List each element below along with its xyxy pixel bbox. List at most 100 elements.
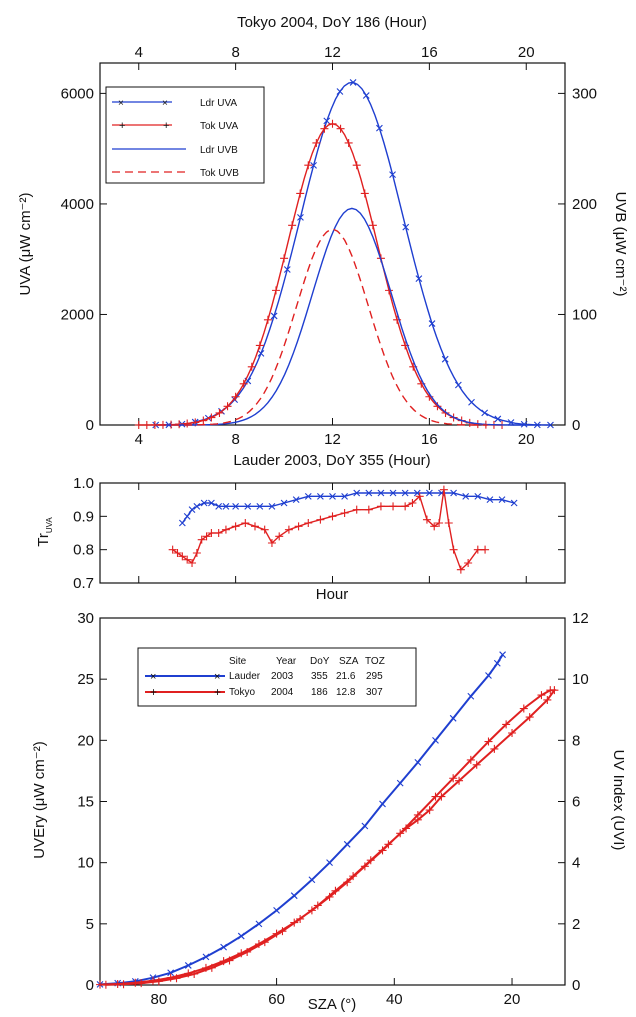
uvery-point-tokyo (502, 720, 511, 729)
series-line-tok-uva (138, 123, 502, 426)
tr-point-tokyo (188, 559, 197, 567)
legend-lauder-year: 2003 (271, 671, 294, 682)
tr-point-tokyo (260, 525, 269, 534)
tr-point-tokyo (481, 545, 490, 554)
tr-point-lauder (425, 489, 433, 497)
uvery-point-lauder (396, 779, 404, 787)
bottom-y-left-tick-label-30: 30 (77, 610, 94, 627)
top-secondary-x-tick-label-20: 20 (518, 44, 535, 61)
series-point-ldr-uva (349, 79, 357, 86)
top-y-left-tick-label-4000: 4000 (61, 196, 94, 213)
tr-point-tokyo (221, 525, 230, 534)
legend-tok-uva-marker-left: + (119, 120, 125, 132)
middle-plot-frame (99, 482, 566, 584)
tr-point-tokyo (352, 505, 361, 514)
uvery-point-tokyo (313, 901, 322, 910)
series-line-ldr-uvb (163, 207, 541, 426)
legend-ldr-uvb-label: Ldr UVB (200, 145, 238, 156)
uvery-point-lauder (273, 906, 280, 914)
uvery-point-tokyo (472, 760, 481, 769)
series-point-ldr-uva (441, 355, 449, 363)
uvery-point-lauder (449, 714, 457, 722)
uvery-point-tokyo (537, 691, 546, 700)
tr-point-tokyo (197, 535, 206, 544)
tr-point-lauder (208, 499, 215, 507)
uvery-point-tokyo (396, 829, 405, 838)
uvery-point-tokyo (413, 815, 422, 824)
legend-header-sza: SZA (339, 656, 359, 667)
bottom-y-left-tick-label-25: 25 (77, 671, 94, 688)
series-point-ldr-uva (468, 398, 475, 406)
uvery-point-tokyo (172, 974, 181, 983)
legend-ldr-uva-marker-right: × (162, 98, 168, 109)
top-y-left-tick-label-2000: 2000 (61, 306, 94, 323)
tr-point-tokyo (435, 519, 444, 527)
middle-y-tick-label-0.7: 0.7 (73, 575, 94, 592)
series-point-tok-uva (263, 315, 272, 324)
uvery-point-tokyo (519, 704, 528, 713)
series-line-tok-uvb (158, 228, 488, 426)
tr-point-lauder (365, 489, 373, 497)
legend-header-toz: TOZ (365, 656, 385, 667)
tr-point-tokyo (275, 532, 284, 541)
bottom-y-right-tick-label-8: 8 (572, 732, 580, 749)
bottom-y-right-tick-label-10: 10 (572, 671, 589, 688)
series-point-ldr-uva (428, 320, 436, 327)
tr-point-tokyo (207, 529, 216, 537)
tr-point-lauder (486, 496, 494, 504)
uvery-point-tokyo (184, 969, 193, 978)
series-point-ldr-uva (494, 415, 502, 423)
top-y-right-tick-label-300: 300 (572, 85, 597, 102)
tr-point-tokyo (328, 512, 337, 521)
top-x-tick-label-12: 12 (324, 431, 341, 448)
uvery-point-tokyo (508, 728, 517, 737)
series-point-ldr-uva (376, 124, 383, 132)
uvery-point-tokyo (137, 979, 146, 988)
legend-tokyo-sza: 12.8 (336, 687, 356, 698)
series-point-tok-uva (344, 138, 353, 147)
series-point-ldr-uva (323, 117, 331, 125)
tr-point-lauder (341, 492, 348, 500)
tr-point-lauder (353, 489, 361, 497)
tr-point-lauder (244, 502, 252, 510)
top-y-left-tick-label-6000: 6000 (61, 85, 94, 102)
bottom-y-right-tick-label-2: 2 (572, 916, 580, 933)
uvery-point-tokyo (378, 846, 387, 855)
uvery-point-tokyo (119, 980, 128, 989)
uvery-point-tokyo (425, 806, 434, 815)
tr-point-lauder (401, 489, 409, 497)
series-point-ldr-uva (402, 223, 410, 231)
middle-y-tick-label-0.8: 0.8 (73, 542, 94, 559)
series-point-tok-uva (247, 362, 256, 371)
y-axis-left-label: UVA (μW cm⁻²) (17, 193, 34, 296)
series-point-tok-uva (271, 286, 280, 295)
uvery-point-tokyo (272, 929, 281, 938)
tr-point-tokyo (241, 519, 250, 527)
middle-panel-series (168, 485, 518, 574)
series-point-tok-uva (183, 419, 192, 428)
top-y-right-tick-label-100: 100 (572, 306, 597, 323)
bottom-y-left-tick-label-15: 15 (77, 794, 94, 811)
uvery-point-tokyo (219, 957, 228, 966)
tr-point-tokyo (173, 549, 182, 557)
tr-point-lauder (510, 499, 518, 507)
uvery-point-lauder (343, 840, 351, 848)
tr-point-tokyo (444, 519, 453, 527)
bottom-x-tick-label-60: 60 (268, 991, 285, 1008)
top-y-right-tick-label-0: 0 (572, 417, 580, 434)
top-y-right-tick-label-200: 200 (572, 196, 597, 213)
tr-point-lauder (450, 489, 457, 497)
tr-point-lauder (215, 502, 223, 510)
series-point-tok-uva (231, 392, 240, 401)
top-panel-series (134, 79, 554, 429)
tr-point-lauder (498, 496, 506, 504)
bottom-y-axis-left-label: UVEry (μW cm⁻²) (31, 741, 48, 858)
uvery-point-tokyo (243, 947, 252, 956)
middle-x-axis-label: Hour (316, 586, 349, 603)
bottom-x-tick-label-80: 80 (151, 991, 168, 1008)
top-secondary-x-tick-label-8: 8 (231, 44, 239, 61)
legend-header-doy: DoY (310, 656, 330, 667)
tr-point-lauder (292, 496, 300, 504)
top-x-tick-label-4: 4 (135, 431, 143, 448)
